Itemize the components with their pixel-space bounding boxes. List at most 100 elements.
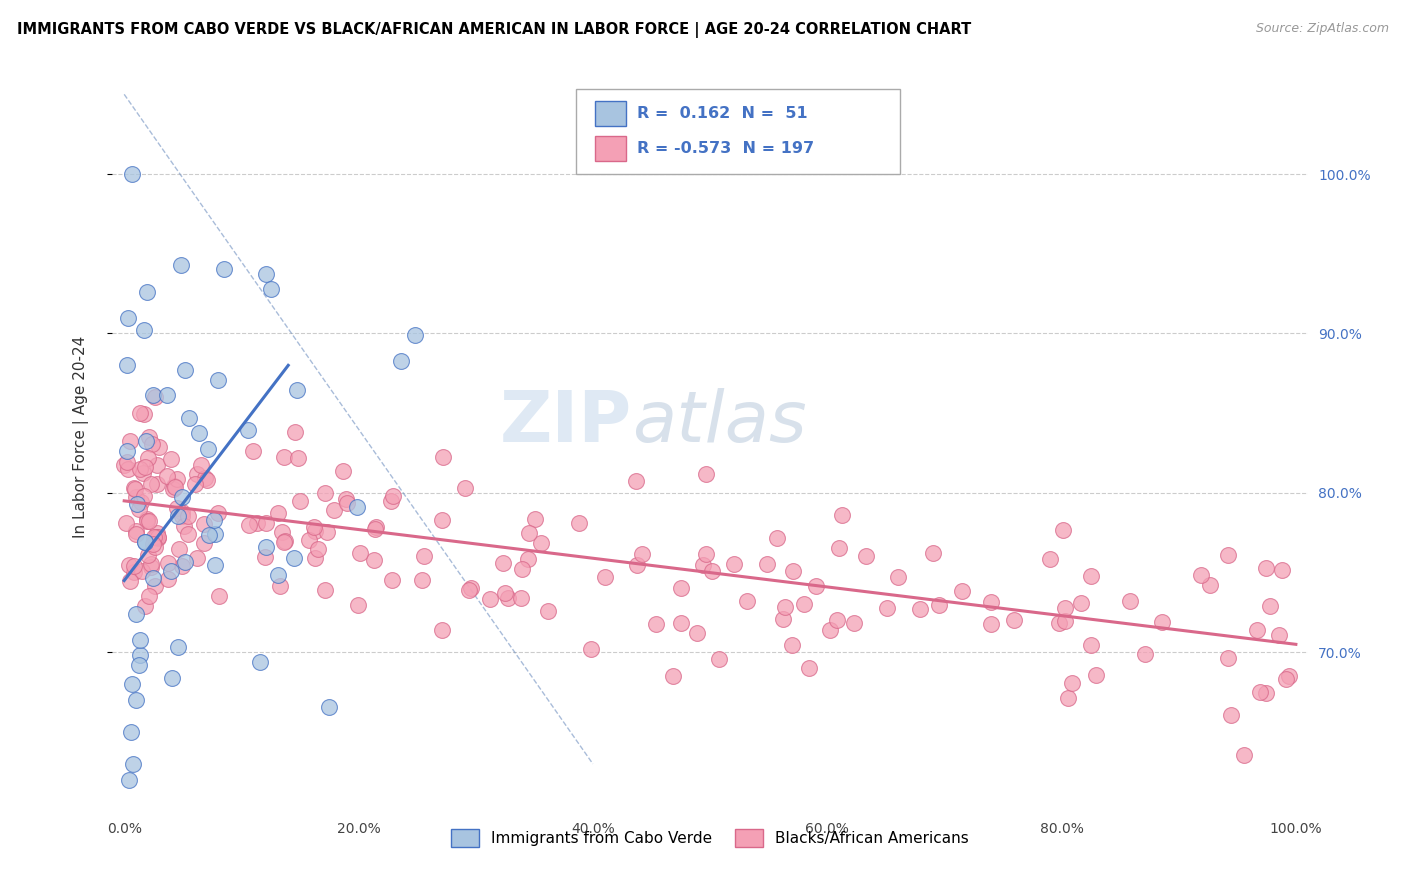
Point xyxy=(167,508,190,523)
Point xyxy=(1271,563,1294,577)
Point xyxy=(274,533,297,548)
Point xyxy=(1198,578,1220,592)
Point xyxy=(671,581,693,595)
Point xyxy=(125,607,148,621)
Point xyxy=(290,494,312,508)
Point xyxy=(479,592,502,607)
Point xyxy=(254,541,277,555)
Point xyxy=(179,410,201,425)
Point xyxy=(928,599,950,613)
Point xyxy=(283,550,305,565)
Point xyxy=(145,458,167,472)
Point xyxy=(121,677,143,691)
Point xyxy=(318,699,340,714)
Point xyxy=(246,516,269,531)
Point xyxy=(1268,628,1291,642)
Text: IMMIGRANTS FROM CABO VERDE VS BLACK/AFRICAN AMERICAN IN LABOR FORCE | AGE 20-24 : IMMIGRANTS FROM CABO VERDE VS BLACK/AFRI… xyxy=(17,22,972,38)
Point xyxy=(186,467,208,481)
Point xyxy=(128,501,150,516)
Point xyxy=(349,546,371,560)
Point xyxy=(242,443,264,458)
Point xyxy=(827,541,849,555)
Point xyxy=(131,564,153,578)
Point xyxy=(253,550,276,565)
Point xyxy=(115,455,138,469)
Text: R = -0.573  N = 197: R = -0.573 N = 197 xyxy=(637,142,814,156)
Point xyxy=(516,552,538,566)
Point xyxy=(190,458,212,473)
Point xyxy=(195,474,218,488)
Point xyxy=(118,772,141,787)
Text: atlas: atlas xyxy=(633,388,807,457)
Point xyxy=(735,593,758,607)
Point xyxy=(1216,650,1239,665)
Point xyxy=(644,617,666,632)
Point xyxy=(908,602,931,616)
Point xyxy=(1275,672,1298,686)
Point xyxy=(1246,624,1268,638)
Point xyxy=(142,571,165,585)
Point xyxy=(134,459,156,474)
Point xyxy=(662,669,685,683)
Point xyxy=(167,541,190,556)
Point xyxy=(170,508,193,523)
Text: Source: ZipAtlas.com: Source: ZipAtlas.com xyxy=(1256,22,1389,36)
Point xyxy=(124,482,146,496)
Point xyxy=(142,530,165,544)
Point xyxy=(430,623,453,637)
Point xyxy=(159,564,181,578)
Point xyxy=(364,520,387,534)
Point xyxy=(782,564,804,578)
Point xyxy=(118,558,141,572)
Point xyxy=(695,547,717,561)
Point xyxy=(204,527,226,541)
Point xyxy=(510,562,533,576)
Point xyxy=(127,497,149,511)
Point xyxy=(267,506,290,520)
Point xyxy=(922,546,945,560)
Point xyxy=(766,531,789,545)
Point xyxy=(198,527,221,541)
Point xyxy=(332,464,354,478)
Point xyxy=(142,388,165,402)
Point xyxy=(117,310,139,325)
Point xyxy=(1054,601,1077,615)
Point xyxy=(197,442,219,456)
Point xyxy=(134,535,156,549)
Point xyxy=(517,526,540,541)
Point xyxy=(138,514,160,528)
Point xyxy=(1002,613,1025,627)
Point xyxy=(844,616,866,631)
Point xyxy=(537,604,560,618)
Point xyxy=(453,482,475,496)
Point xyxy=(1080,569,1102,583)
Point xyxy=(626,558,648,573)
Point xyxy=(1152,615,1174,629)
Point xyxy=(145,540,167,554)
Point xyxy=(143,390,166,404)
Point xyxy=(381,573,404,587)
Point xyxy=(1249,684,1271,698)
Point xyxy=(132,466,155,480)
Point xyxy=(1119,594,1142,608)
Point xyxy=(509,591,531,605)
Point xyxy=(128,406,150,420)
Point xyxy=(700,564,723,578)
Point xyxy=(166,472,188,486)
Point xyxy=(307,541,329,556)
Point xyxy=(302,520,325,534)
Point xyxy=(112,458,135,473)
Point xyxy=(132,489,155,503)
Point xyxy=(1052,524,1074,538)
Point xyxy=(1233,747,1256,762)
Point xyxy=(173,362,195,376)
Point xyxy=(136,450,159,465)
Point xyxy=(157,556,180,570)
Point xyxy=(125,526,148,541)
Point xyxy=(132,322,155,336)
Point xyxy=(236,423,259,437)
Point xyxy=(129,632,152,647)
Point xyxy=(304,524,326,538)
Point xyxy=(146,530,169,544)
Point xyxy=(273,450,295,465)
